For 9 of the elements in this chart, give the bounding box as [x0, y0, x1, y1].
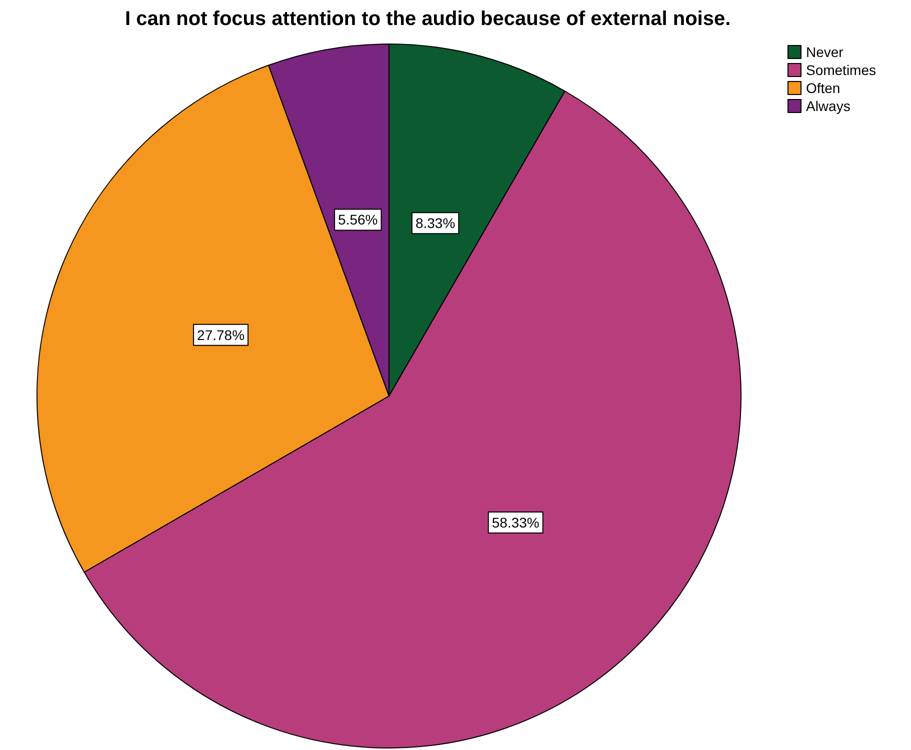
chart-title: I can not focus attention to the audio because of external noise. [125, 8, 731, 30]
data-label: 8.33% [415, 215, 456, 232]
data-label: 58.33% [492, 514, 540, 531]
legend-label: Always [806, 98, 850, 114]
data-label: 27.78% [197, 326, 245, 343]
data-label: 5.56% [338, 212, 378, 228]
legend-label: Often [806, 80, 840, 96]
legend-label: Sometimes [806, 62, 876, 78]
legend-label: Never [806, 44, 844, 60]
